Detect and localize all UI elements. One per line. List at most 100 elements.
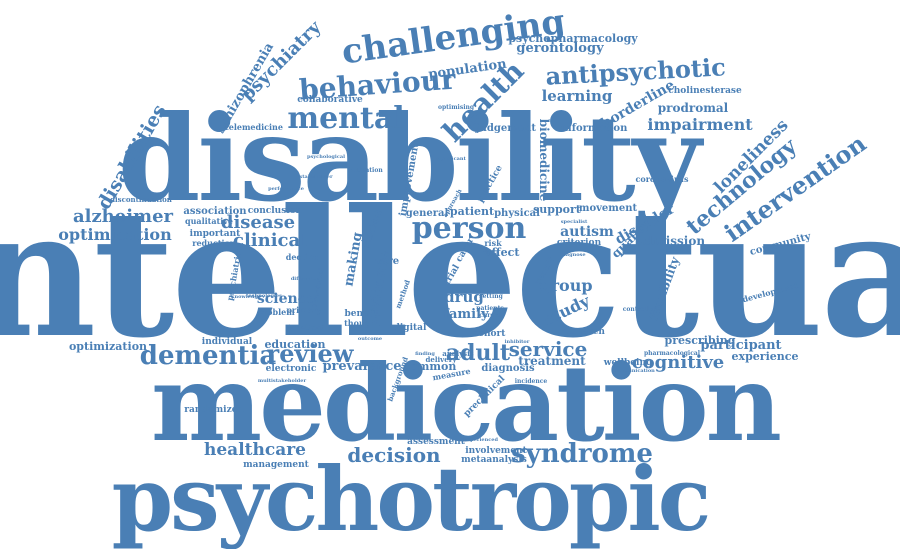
word-benefit: benefit: [345, 309, 381, 319]
word-syndrome: syndrome: [511, 439, 653, 469]
word-cognitive: cognitive: [632, 352, 725, 373]
word-electronic: electronic: [266, 364, 317, 374]
word-patient: patient: [450, 205, 495, 218]
word-cohort: cohort: [473, 329, 507, 339]
word-criterion: criterion: [557, 238, 602, 248]
word-judgement: judgement: [475, 123, 536, 134]
word-mental: mental: [287, 101, 404, 136]
word-service: service: [509, 337, 588, 361]
word-qualitative: qualitative: [185, 216, 233, 226]
word-family: family: [443, 307, 489, 322]
word-experience: experience: [732, 350, 799, 363]
word-treatment: treatment: [518, 354, 586, 368]
word-involvement: involvement: [465, 446, 527, 456]
word-telemedicine: telemedicine: [225, 122, 283, 132]
word-knowledge: knowledge: [231, 294, 261, 300]
word-prevalence: prevalence: [322, 359, 401, 374]
word-review: review: [267, 339, 355, 368]
word-activation: activation: [349, 167, 383, 174]
word-coronavirus: coronavirus: [636, 174, 689, 184]
word-group: group: [539, 276, 592, 295]
word-pharmacological: pharmacological: [644, 350, 701, 357]
word-medication: medication: [151, 341, 780, 465]
word-common: common: [404, 360, 457, 373]
word-prescribing: prescribing: [665, 334, 736, 347]
word-communication: communication: [611, 368, 655, 374]
word-education: education: [264, 338, 325, 351]
word-outcome: outcome: [358, 336, 382, 342]
word-science: science: [257, 291, 315, 307]
word-metaanalysis: metaanalysis: [461, 455, 527, 465]
word-alzheimer: alzheimer: [73, 206, 174, 227]
word-autism: autism: [560, 224, 614, 240]
word-biomedicine: biomedicine: [537, 119, 551, 202]
word-specialist: specialist: [561, 219, 588, 225]
word-psychotropic: psychotropic: [112, 447, 709, 549]
word-optimising: optimising: [438, 104, 475, 111]
word-learning: learning: [542, 87, 613, 105]
word-experienced: experienced: [464, 437, 498, 443]
word-finding: finding: [415, 351, 435, 357]
word-person: person: [412, 211, 527, 246]
word-randomized: randomized: [184, 405, 244, 415]
word-incidence: incidence: [515, 378, 548, 385]
word-reduction: reduction: [192, 238, 236, 248]
word-healthcare: healthcare: [204, 440, 306, 460]
word-difference: difference: [291, 276, 319, 282]
word-collaborative: collaborative: [297, 95, 363, 105]
word-movement: movement: [579, 203, 638, 214]
word-inpatient: inpatient: [288, 323, 325, 332]
word-general: general: [406, 208, 449, 219]
word-patients: patients: [476, 305, 504, 312]
word-clinical: clinical: [233, 230, 307, 251]
word-disability: disability: [118, 89, 705, 228]
word-psychological: psychological: [307, 154, 345, 160]
word-stakeholder: stakeholder: [299, 174, 333, 180]
word-setting: setting: [479, 293, 503, 300]
word-admission: admission: [637, 234, 705, 248]
word-controlled: controlled: [623, 306, 658, 313]
word-care: care: [375, 256, 399, 267]
word-important: important: [190, 229, 242, 239]
word-intellectual: intellectual: [0, 172, 900, 377]
word-research: research: [561, 327, 605, 337]
word-disease: disease: [221, 212, 295, 233]
word-physical: physical: [494, 208, 540, 219]
word-association: association: [183, 206, 247, 217]
word-optimization: optimization: [69, 340, 147, 353]
word-gerontology: gerontology: [516, 41, 604, 56]
word-primary: primary: [286, 305, 322, 315]
word-risk: risk: [484, 238, 502, 248]
word-conclusion: conclusion: [248, 206, 303, 216]
word-performance: performance: [268, 186, 304, 192]
word-technologies: technologies: [246, 293, 282, 299]
word-analysis: analysis: [442, 349, 473, 358]
word-psychopharmacology: psychopharmacology: [508, 32, 638, 45]
word-thought: thought: [344, 318, 380, 328]
word-prodromal: prodromal: [658, 101, 729, 115]
word-data: data: [482, 248, 500, 257]
word-management: management: [243, 460, 310, 470]
word-decision: decision: [347, 443, 441, 467]
word-individual: individual: [202, 337, 253, 347]
word-dementia: dementia: [140, 341, 277, 371]
word-digital: digital: [394, 323, 427, 333]
word-inhibitor: inhibitor: [505, 339, 530, 345]
word-wellbeing: wellbeing: [603, 358, 653, 368]
word-cholinesterase: cholinesterase: [668, 86, 742, 96]
word-assessment: assessment: [407, 437, 466, 447]
word-problem: problem: [257, 307, 295, 317]
word-diagnose: diagnose: [560, 252, 585, 258]
word-antipsychotic: antipsychotic: [545, 52, 727, 90]
word-drug: drug: [444, 288, 484, 306]
word-adult: adult: [446, 340, 511, 366]
word-support: support: [533, 203, 582, 216]
word-participant: participant: [700, 338, 781, 353]
word-discontinuation: discontinuation: [110, 195, 172, 204]
word-delivery: delivery: [426, 355, 458, 364]
word-effect: effect: [485, 246, 521, 259]
word-significant: significant: [436, 156, 466, 162]
word-optimisation: optimisation: [58, 225, 172, 244]
